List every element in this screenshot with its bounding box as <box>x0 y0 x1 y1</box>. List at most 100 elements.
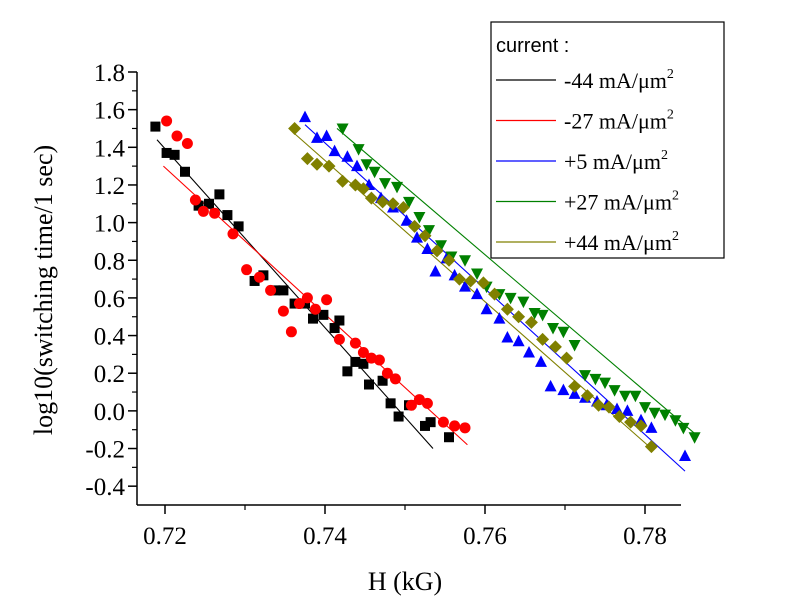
data-point-square <box>300 298 310 309</box>
legend-title: current : <box>496 35 569 57</box>
data-point-circle <box>357 347 369 359</box>
legend-label-superscript: 2 <box>667 67 674 82</box>
data-point-triangle-up <box>568 387 581 399</box>
data-point-circle <box>265 284 277 296</box>
data-point-circle <box>333 333 345 345</box>
data-point-triangle-up <box>328 144 341 157</box>
data-point-diamond <box>464 274 478 288</box>
data-point-square <box>377 375 388 386</box>
data-point-diamond <box>524 315 538 329</box>
data-point-square <box>364 379 374 390</box>
fit-line-series-0 <box>156 139 434 449</box>
fit-line-series-3 <box>336 128 695 434</box>
data-point-circle <box>227 228 239 240</box>
legend-frame <box>490 21 725 259</box>
y-tick-label: 0.8 <box>94 248 125 275</box>
data-point-triangle-down <box>568 339 581 352</box>
data-point-circle <box>189 194 201 206</box>
data-point-triangle-down <box>423 225 435 237</box>
data-point-square <box>342 366 353 377</box>
data-point-circle <box>181 138 193 150</box>
y-tick-label: 1.0 <box>94 211 125 238</box>
legend-label-0: -44 mA/μm2 <box>564 67 674 93</box>
data-point-diamond <box>408 219 422 233</box>
data-point-triangle-down <box>435 240 447 252</box>
data-point-circle <box>459 422 471 434</box>
data-point-triangle-down <box>589 373 602 386</box>
data-point-triangle-down <box>579 370 591 382</box>
data-point-circle <box>381 367 393 379</box>
x-tick-label: 0.72 <box>143 523 187 550</box>
data-point-triangle-up <box>535 355 547 367</box>
data-point-circle <box>389 373 401 385</box>
data-point-diamond <box>500 302 514 316</box>
data-point-diamond <box>386 197 400 211</box>
y-tick-label: -0.2 <box>85 437 125 464</box>
data-point-triangle-down <box>688 432 701 444</box>
x-axis-title: H (kG) <box>368 567 442 596</box>
data-point-square <box>193 200 204 211</box>
data-point-square <box>444 432 454 443</box>
y-tick-label: 0.4 <box>94 324 126 351</box>
data-point-circle <box>405 399 417 411</box>
data-point-triangle-down <box>648 407 661 420</box>
x-tick-label: 0.78 <box>623 523 667 550</box>
data-point-triangle-up <box>621 404 634 416</box>
data-point-triangle-up <box>544 379 557 392</box>
legend-label-4: +44 mA/μm2 <box>564 229 679 255</box>
legend: current : -44 mA/μm2-27 mA/μm2+5 mA/μm2+… <box>490 21 725 259</box>
x-tick-label: 0.74 <box>303 523 347 550</box>
legend-label-superscript: 2 <box>672 229 679 244</box>
data-point-triangle-down <box>659 409 671 422</box>
data-point-circle <box>349 337 361 349</box>
data-point-diamond <box>536 332 550 346</box>
data-point-square <box>350 356 361 367</box>
data-point-circle <box>241 264 253 276</box>
data-point-diamond <box>452 272 466 286</box>
data-point-triangle-up <box>645 421 658 433</box>
data-point-circle <box>293 298 305 310</box>
series-0-points <box>150 121 454 443</box>
data-point-square <box>214 189 225 200</box>
data-point-triangle-up <box>299 110 311 123</box>
y-tick-label: 0.0 <box>94 399 125 426</box>
data-point-triangle-up <box>471 287 483 300</box>
data-point-diamond <box>418 229 432 243</box>
data-point-square <box>249 275 260 286</box>
legend-label-3: +27 mA/μm2 <box>564 189 679 215</box>
data-point-diamond <box>592 398 606 412</box>
data-point-diamond <box>364 191 378 205</box>
data-point-square <box>150 121 161 132</box>
data-point-square <box>222 210 233 221</box>
legend-label-superscript: 2 <box>672 189 679 204</box>
data-point-circle <box>437 416 449 428</box>
data-point-square <box>425 417 436 428</box>
data-point-square <box>308 313 318 324</box>
data-point-triangle-down <box>459 255 471 267</box>
data-point-square <box>393 411 404 422</box>
legend-label-text: +27 mA/μm <box>564 190 672 215</box>
legend-label-text: -27 mA/μm <box>564 109 667 134</box>
data-point-triangle-down <box>557 326 570 339</box>
data-point-triangle-down <box>669 415 682 427</box>
legend-label-text: +5 mA/μm <box>564 149 661 174</box>
data-point-diamond <box>560 351 574 365</box>
data-point-triangle-down <box>677 422 690 435</box>
y-tick-label: 0.2 <box>94 361 125 388</box>
data-point-triangle-up <box>501 330 514 343</box>
data-point-circle <box>449 420 461 432</box>
data-point-diamond <box>602 400 616 414</box>
data-point-circle <box>253 271 265 283</box>
data-point-triangle-up <box>512 334 525 347</box>
data-point-triangle-up <box>311 131 323 143</box>
data-point-circle <box>171 130 183 142</box>
data-point-diamond <box>310 157 324 171</box>
data-point-diamond <box>336 174 350 188</box>
data-point-diamond <box>548 340 562 354</box>
data-point-circle <box>421 397 433 409</box>
data-point-diamond <box>356 182 370 196</box>
legend-label-1: -27 mA/μm2 <box>564 108 674 134</box>
data-point-circle <box>197 205 209 217</box>
data-point-triangle-up <box>400 214 413 226</box>
data-point-triangle-down <box>639 402 651 414</box>
